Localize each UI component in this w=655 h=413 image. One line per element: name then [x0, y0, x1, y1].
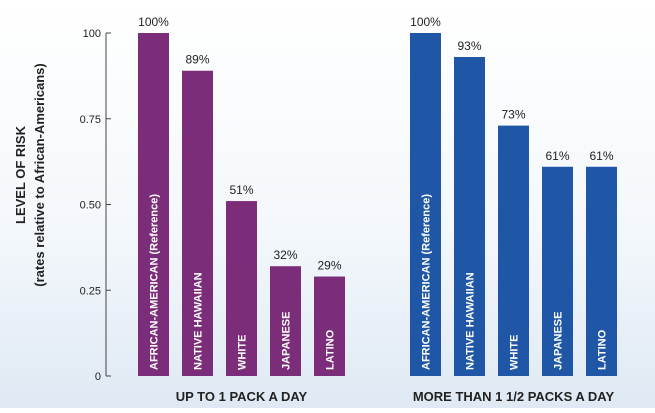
panel-1: 100% AFRICAN-AMERICAN (Reference) 89% NATIV…: [138, 15, 345, 404]
bar: [586, 166, 617, 376]
y-tick-label: 0.50: [80, 200, 101, 212]
bar: [270, 266, 301, 376]
bar: [454, 57, 485, 376]
bar-category-label: WHITE: [237, 335, 249, 370]
bar: [138, 33, 169, 376]
bar: [498, 125, 529, 376]
panel-2: 100% AFRICAN-AMERICAN (Reference) 93% NATIV…: [410, 15, 617, 404]
bar-value-label: 29%: [317, 259, 341, 273]
bar: [542, 166, 573, 376]
bar: [410, 33, 441, 376]
bar: [314, 276, 345, 376]
bar-category-label: NATIVE HAWAIIAN: [465, 272, 477, 370]
y-axis-label: LEVEL OF RISK: [13, 125, 28, 224]
y-tick-label: 0.25: [80, 285, 101, 297]
bar-category-label: WHITE: [509, 335, 521, 370]
bar-category-label: LATINO: [325, 329, 337, 370]
bar-panels: 100% AFRICAN-AMERICAN (Reference) 89% NATIV…: [138, 15, 617, 404]
bar-value-label: 100%: [410, 15, 441, 29]
bar-value-label: 51%: [229, 183, 253, 197]
bar-value-label: 73%: [501, 108, 525, 122]
bar-value-label: 32%: [273, 248, 297, 262]
bar-value-label: 61%: [589, 149, 613, 163]
bar-category-label: JAPANESE: [281, 312, 293, 370]
y-axis: 0 0.25 0.50 0.75 100: [80, 28, 111, 383]
bar-category-label: AFRICAN-AMERICAN (Reference): [149, 194, 161, 370]
bar-value-label: 61%: [545, 149, 569, 163]
bar-category-label: NATIVE HAWAIIAN: [193, 272, 205, 370]
y-tick-label: 0: [95, 371, 101, 383]
panel-title: UP TO 1 PACK A DAY: [176, 389, 308, 404]
y-axis-sublabel: (rates relative to African-Americans): [32, 63, 47, 287]
y-tick-label: 0.75: [80, 114, 101, 126]
bar-value-label: 100%: [138, 15, 169, 29]
bar-category-label: AFRICAN-AMERICAN (Reference): [421, 194, 433, 370]
bar-value-label: 93%: [457, 39, 481, 53]
panel-title: MORE THAN 1 1/2 PACKS A DAY: [413, 389, 615, 404]
bar-value-label: 89%: [185, 53, 209, 67]
bar-category-label: LATINO: [597, 329, 609, 370]
bar: [182, 70, 213, 376]
y-tick-label: 100: [83, 28, 101, 40]
bar: [226, 201, 257, 376]
bar-category-label: JAPANESE: [553, 312, 565, 370]
